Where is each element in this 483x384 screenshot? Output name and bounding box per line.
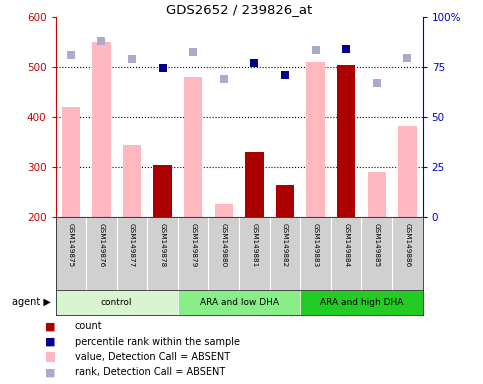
Bar bbox=[178, 290, 300, 315]
Bar bbox=[368, 172, 386, 217]
Bar bbox=[154, 165, 172, 217]
Bar bbox=[123, 145, 141, 217]
Text: GSM149886: GSM149886 bbox=[404, 223, 411, 267]
Text: GSM149880: GSM149880 bbox=[221, 223, 227, 267]
Bar bbox=[92, 42, 111, 217]
Bar bbox=[306, 62, 325, 217]
Text: ■: ■ bbox=[45, 337, 56, 347]
Text: rank, Detection Call = ABSENT: rank, Detection Call = ABSENT bbox=[75, 367, 225, 377]
Point bbox=[98, 38, 105, 44]
Bar bbox=[56, 290, 178, 315]
Text: count: count bbox=[75, 321, 102, 331]
Bar bbox=[276, 185, 294, 217]
Bar bbox=[300, 290, 423, 315]
Text: GSM149881: GSM149881 bbox=[251, 223, 257, 267]
Bar bbox=[398, 126, 416, 217]
Bar bbox=[214, 205, 233, 217]
Text: GSM149877: GSM149877 bbox=[129, 223, 135, 267]
Text: GSM149876: GSM149876 bbox=[99, 223, 104, 267]
Text: GSM149878: GSM149878 bbox=[159, 223, 166, 267]
Point bbox=[342, 46, 350, 52]
Point bbox=[373, 79, 381, 86]
Text: GSM149882: GSM149882 bbox=[282, 223, 288, 267]
Text: ARA and high DHA: ARA and high DHA bbox=[320, 298, 403, 307]
Text: GSM149875: GSM149875 bbox=[68, 223, 74, 267]
Point bbox=[189, 49, 197, 55]
Bar bbox=[184, 77, 202, 217]
Text: ■: ■ bbox=[45, 367, 56, 377]
Point bbox=[159, 65, 167, 71]
Text: ARA and low DHA: ARA and low DHA bbox=[199, 298, 279, 307]
Point bbox=[251, 60, 258, 66]
Bar bbox=[62, 107, 80, 217]
Text: GSM149884: GSM149884 bbox=[343, 223, 349, 267]
Point bbox=[67, 52, 75, 58]
Text: GSM149885: GSM149885 bbox=[374, 223, 380, 267]
Point bbox=[220, 76, 227, 82]
Text: value, Detection Call = ABSENT: value, Detection Call = ABSENT bbox=[75, 352, 230, 362]
Text: GSM149879: GSM149879 bbox=[190, 223, 196, 267]
Title: GDS2652 / 239826_at: GDS2652 / 239826_at bbox=[166, 3, 312, 16]
Text: percentile rank within the sample: percentile rank within the sample bbox=[75, 337, 240, 347]
Point bbox=[128, 56, 136, 62]
Bar bbox=[245, 152, 264, 217]
Text: GSM149883: GSM149883 bbox=[313, 223, 319, 267]
Point bbox=[281, 71, 289, 78]
Text: control: control bbox=[101, 298, 132, 307]
Text: ■: ■ bbox=[45, 321, 56, 331]
Text: agent ▶: agent ▶ bbox=[12, 297, 51, 308]
Bar bbox=[337, 65, 355, 217]
Point bbox=[312, 47, 319, 53]
Point bbox=[403, 55, 411, 61]
